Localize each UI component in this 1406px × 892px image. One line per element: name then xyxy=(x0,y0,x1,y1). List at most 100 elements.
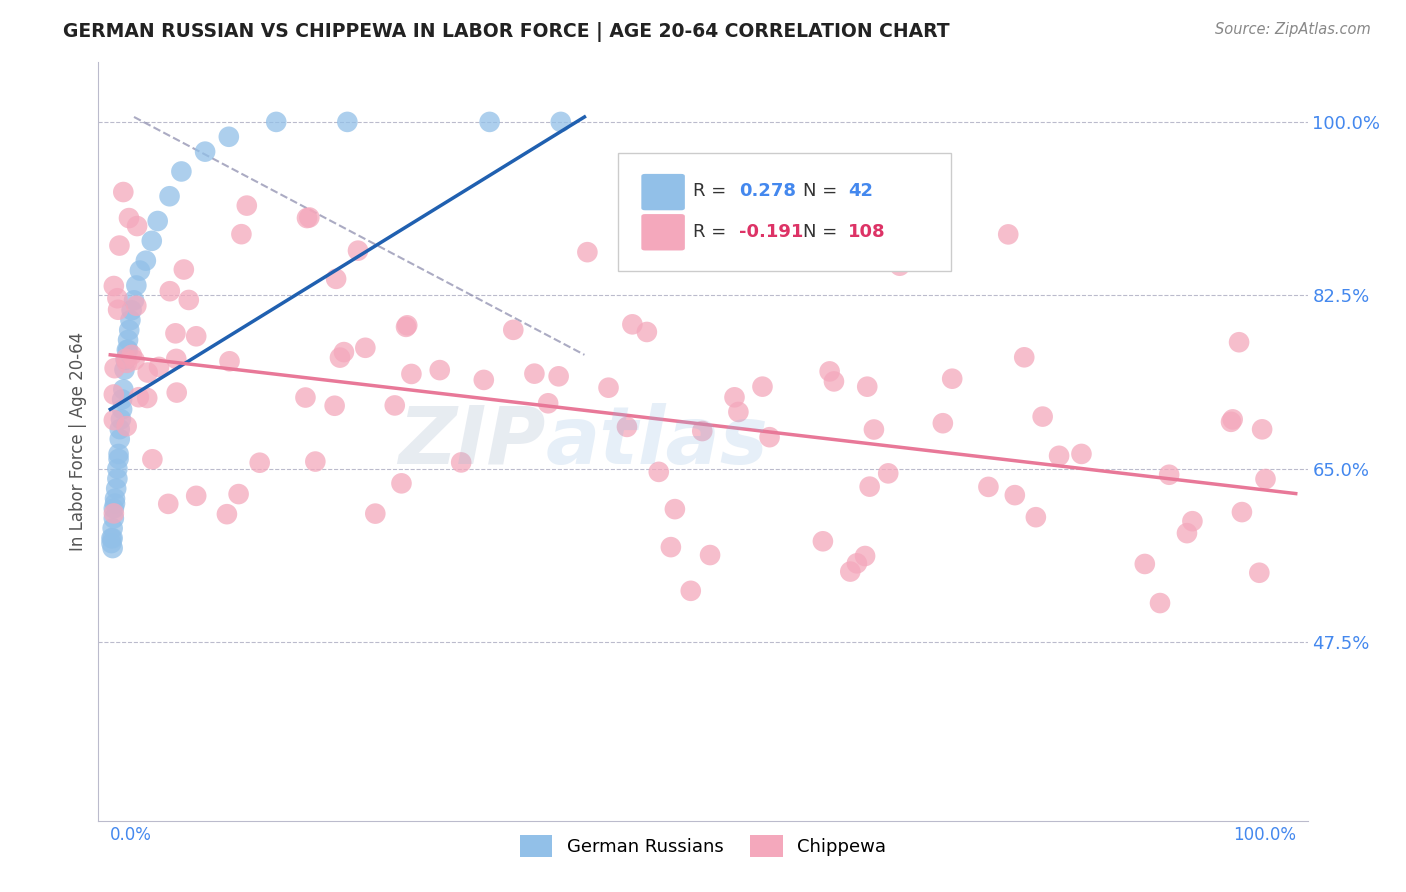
Point xyxy=(598,381,620,395)
Point xyxy=(1230,505,1253,519)
Point xyxy=(166,385,188,400)
Point xyxy=(295,211,318,225)
Point xyxy=(727,405,749,419)
Point xyxy=(218,354,240,368)
Point xyxy=(165,326,187,341)
Point xyxy=(117,343,139,357)
Point xyxy=(818,364,841,378)
Legend: German Russians, Chippewa: German Russians, Chippewa xyxy=(512,828,894,864)
Point xyxy=(215,507,238,521)
Point xyxy=(218,129,240,144)
Point xyxy=(323,399,346,413)
Point xyxy=(941,372,963,386)
FancyBboxPatch shape xyxy=(619,153,950,271)
Point xyxy=(108,238,131,252)
Point xyxy=(478,115,501,129)
Point xyxy=(889,259,911,273)
Text: Source: ZipAtlas.com: Source: ZipAtlas.com xyxy=(1215,22,1371,37)
Point xyxy=(105,462,128,476)
Point xyxy=(105,291,128,305)
Point xyxy=(347,244,370,258)
Point xyxy=(1222,412,1244,426)
Point xyxy=(845,557,868,571)
Point xyxy=(103,511,125,525)
Point xyxy=(114,362,136,376)
Point xyxy=(1181,514,1204,528)
Point xyxy=(228,487,250,501)
Point xyxy=(811,534,834,549)
Point xyxy=(104,496,127,510)
Point xyxy=(1025,510,1047,524)
Point xyxy=(523,367,546,381)
Point xyxy=(839,565,862,579)
Point xyxy=(231,227,253,242)
Point xyxy=(105,472,128,486)
Point xyxy=(336,115,359,129)
Point xyxy=(1032,409,1054,424)
Point xyxy=(146,214,169,228)
Point xyxy=(111,402,134,417)
Point xyxy=(932,416,955,430)
Text: N =: N = xyxy=(803,182,844,201)
Point xyxy=(115,351,138,366)
Point xyxy=(159,189,181,203)
Point xyxy=(1159,467,1181,482)
Point xyxy=(537,396,560,410)
Text: ZIP: ZIP xyxy=(398,402,546,481)
Point xyxy=(859,480,882,494)
Point xyxy=(136,366,159,380)
Text: 42: 42 xyxy=(848,182,873,201)
Point xyxy=(856,380,879,394)
Point xyxy=(249,456,271,470)
Point xyxy=(1254,472,1277,486)
Text: GERMAN RUSSIAN VS CHIPPEWA IN LABOR FORCE | AGE 20-64 CORRELATION CHART: GERMAN RUSSIAN VS CHIPPEWA IN LABOR FORC… xyxy=(63,22,950,42)
Point xyxy=(108,422,131,436)
Point xyxy=(853,549,876,563)
Point xyxy=(107,302,129,317)
Point xyxy=(111,392,134,407)
Point xyxy=(659,540,682,554)
Point xyxy=(101,541,124,555)
Point xyxy=(1149,596,1171,610)
Point xyxy=(101,531,124,545)
Point xyxy=(325,272,347,286)
Point xyxy=(329,351,352,365)
Point xyxy=(429,363,451,377)
Point xyxy=(125,278,148,293)
Point xyxy=(636,325,658,339)
Point xyxy=(472,373,495,387)
Point xyxy=(100,531,122,545)
Point xyxy=(194,145,217,159)
Point xyxy=(129,263,152,277)
Point xyxy=(105,482,128,496)
Point xyxy=(122,293,145,308)
Point xyxy=(391,476,413,491)
Point xyxy=(395,319,418,334)
Point xyxy=(550,115,572,129)
Point xyxy=(1249,566,1271,580)
Point xyxy=(186,329,208,343)
Point xyxy=(997,227,1019,242)
Point xyxy=(1070,447,1092,461)
Point xyxy=(823,375,845,389)
Point xyxy=(136,391,159,405)
Point xyxy=(104,491,127,506)
Y-axis label: In Labor Force | Age 20-64: In Labor Force | Age 20-64 xyxy=(69,332,87,551)
Point xyxy=(148,359,170,374)
Point xyxy=(170,164,193,178)
Point xyxy=(110,412,132,426)
Point xyxy=(679,583,702,598)
Point xyxy=(135,253,157,268)
Point xyxy=(100,536,122,550)
Point xyxy=(114,352,136,367)
Point xyxy=(1047,449,1070,463)
Point xyxy=(157,497,180,511)
Point xyxy=(751,379,773,393)
Point xyxy=(502,323,524,337)
Point xyxy=(236,198,259,212)
Point xyxy=(401,367,423,381)
Text: -0.191: -0.191 xyxy=(740,222,804,241)
Point xyxy=(115,419,138,434)
Point xyxy=(1251,422,1274,436)
Point xyxy=(450,455,472,469)
